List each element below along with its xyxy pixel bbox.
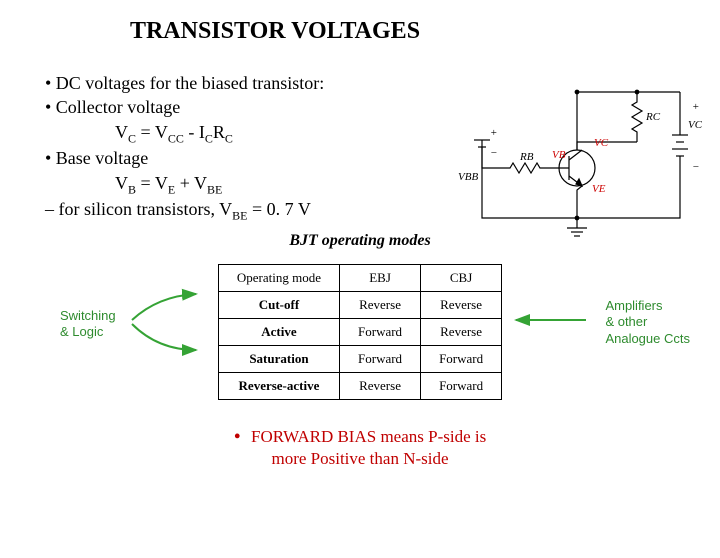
cell-cbj: Reverse (421, 292, 502, 319)
cell-ebj: Reverse (340, 373, 421, 400)
text-column: • DC voltages for the biased transistor:… (0, 71, 420, 224)
bullet-silicon: – for silicon transistors, VBE = 0. 7 V (45, 197, 420, 224)
arrow-left-group (128, 286, 208, 376)
minus-vbb: − (490, 147, 497, 159)
cell-ebj: Reverse (340, 292, 421, 319)
label-rc: RC (645, 111, 661, 123)
table-section: Operating mode EBJ CBJ Cut-off Reverse R… (0, 264, 720, 400)
equation-vc: VC = VCC - ICRC (45, 120, 420, 147)
th-mode: Operating mode (218, 265, 339, 292)
cell-ebj: Forward (340, 346, 421, 373)
table-row: Saturation Forward Forward (218, 346, 501, 373)
label-vbb: VBB (458, 171, 478, 183)
bullet-base: • Base voltage (45, 146, 420, 170)
modes-table: Operating mode EBJ CBJ Cut-off Reverse R… (218, 264, 502, 400)
table-row: Cut-off Reverse Reverse (218, 292, 501, 319)
bullet-icon: • (234, 426, 241, 448)
cell-mode: Cut-off (218, 292, 339, 319)
page-title: TRANSISTOR VOLTAGES (80, 18, 470, 45)
th-ebj: EBJ (340, 265, 421, 292)
footer-note: • FORWARD BIAS means P-side is more Posi… (0, 426, 720, 469)
minus-vcc: − (692, 161, 699, 173)
label-ve: VE (592, 183, 606, 195)
th-cbj: CBJ (421, 265, 502, 292)
cell-cbj: Reverse (421, 319, 502, 346)
table-header-row: Operating mode EBJ CBJ (218, 265, 501, 292)
plus-vbb: + (490, 127, 497, 139)
footer-line2: more Positive than N-side (0, 449, 720, 469)
table-row: Reverse-active Reverse Forward (218, 373, 501, 400)
cell-mode: Active (218, 319, 339, 346)
table-row: Active Forward Reverse (218, 319, 501, 346)
label-vb: VB (552, 149, 566, 161)
cell-cbj: Forward (421, 346, 502, 373)
bullet-collector: • Collector voltage (45, 95, 420, 119)
label-vcc: VCC (688, 119, 702, 131)
plus-vcc: + (692, 101, 699, 113)
cell-cbj: Forward (421, 373, 502, 400)
label-vc: VC (594, 137, 609, 149)
bullet-dc-voltages: • DC voltages for the biased transistor: (45, 71, 420, 95)
label-rb: RB (519, 151, 534, 163)
circuit-diagram: RB RC VB VC VE VBB VCC + − + − (452, 80, 702, 240)
arrow-right (510, 304, 590, 344)
cell-mode: Saturation (218, 346, 339, 373)
equation-vb: VB = VE + VBE (45, 171, 420, 198)
note-switching: Switching & Logic (60, 308, 116, 341)
cell-ebj: Forward (340, 319, 421, 346)
footer-line1: FORWARD BIAS means P-side is (251, 427, 486, 446)
note-amplifiers: Amplifiers & other Analogue Ccts (605, 298, 690, 347)
cell-mode: Reverse-active (218, 373, 339, 400)
